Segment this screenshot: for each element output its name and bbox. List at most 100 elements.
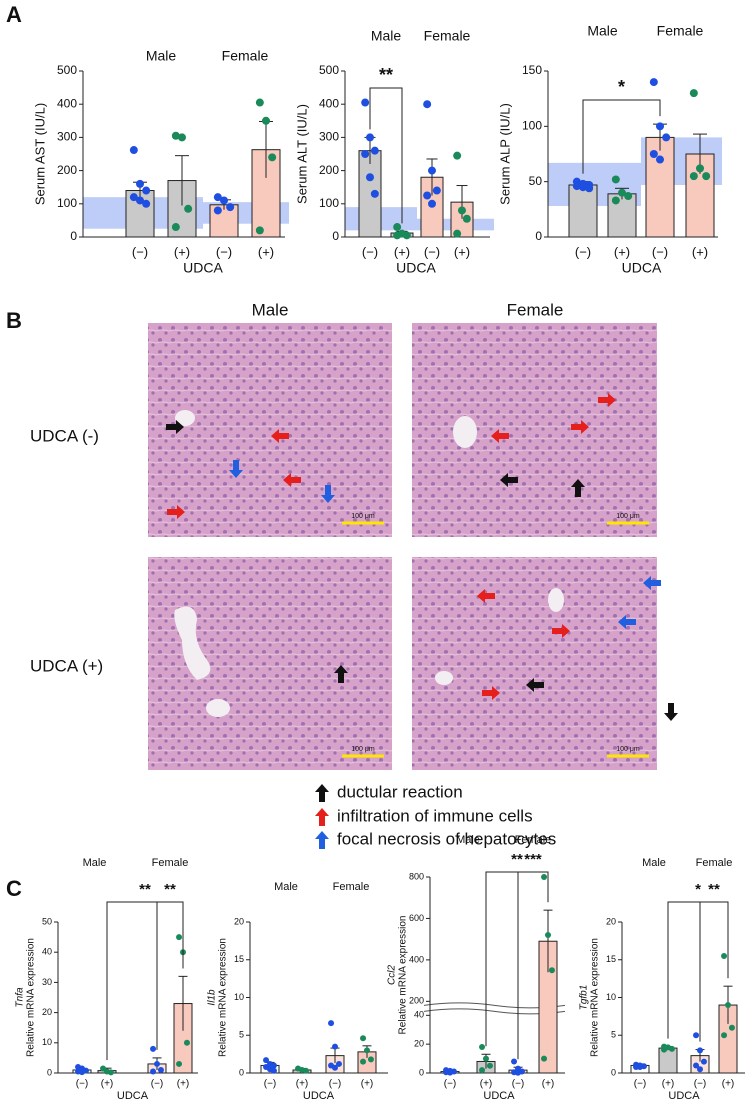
group-label: Male — [587, 23, 618, 39]
data-point — [721, 1032, 728, 1039]
column-label: Male — [252, 300, 289, 319]
y-tick-label: 20 — [606, 916, 616, 926]
data-point — [661, 1046, 668, 1053]
data-point — [263, 1057, 270, 1064]
bar — [209, 204, 239, 238]
significance-bracket — [369, 87, 403, 224]
data-point — [702, 172, 711, 181]
data-point — [270, 1067, 277, 1074]
arrow — [482, 686, 500, 700]
arrow — [618, 615, 636, 629]
data-point — [453, 151, 462, 160]
data-point — [483, 1055, 489, 1062]
scale-bar-label: 100 μm — [616, 513, 640, 520]
data-point — [370, 189, 379, 198]
data-point — [479, 1044, 486, 1051]
data-point — [545, 932, 551, 939]
data-point — [213, 193, 222, 202]
panel-label: B — [6, 308, 22, 333]
y-tick-label: 600 — [409, 913, 424, 923]
data-point — [136, 196, 144, 205]
data-point — [515, 1069, 521, 1076]
bar — [645, 136, 675, 238]
data-point — [184, 204, 193, 213]
data-point — [579, 183, 587, 192]
data-point — [447, 1069, 453, 1076]
group-label: Male — [456, 834, 480, 846]
data-point — [142, 199, 151, 208]
data-point — [700, 1058, 707, 1065]
y-tick-label: 40 — [414, 1010, 424, 1020]
panel-label: A — [6, 2, 22, 27]
data-point — [696, 164, 704, 173]
arrow — [643, 576, 661, 590]
arrow — [571, 420, 589, 434]
data-point — [656, 155, 664, 164]
data-point — [360, 1058, 367, 1065]
group-label: Female — [333, 881, 370, 893]
significance-bracket — [582, 99, 661, 174]
data-point — [423, 100, 432, 109]
legend-label: ductular reaction — [337, 782, 463, 801]
x-axis-label: UDCA — [622, 260, 662, 276]
data-point — [150, 1068, 157, 1075]
y-axis-label: Serum AST (IU/L) — [32, 103, 47, 205]
group-label: Male — [274, 881, 298, 893]
data-point — [728, 1024, 735, 1031]
data-point — [171, 131, 180, 140]
x-tick-label: (+) — [361, 1079, 374, 1090]
x-tick-label: (+) — [101, 1079, 114, 1090]
arrow — [526, 678, 544, 692]
x-tick-label: (+) — [542, 1079, 555, 1090]
y-tick-label: 500 — [319, 63, 339, 77]
data-point — [328, 1020, 335, 1027]
group-label: Female — [424, 28, 471, 44]
arrow — [271, 429, 289, 443]
y-tick-label: 400 — [57, 96, 77, 110]
y-axis-label: Relative mRNA expression — [26, 938, 37, 1057]
data-point — [226, 203, 235, 212]
y-tick-label: 200 — [57, 163, 77, 177]
arrow — [167, 505, 185, 519]
y-tick-label: 0 — [239, 1067, 244, 1077]
data-point — [183, 1039, 190, 1046]
data-point — [367, 1056, 374, 1063]
group-label: Female — [515, 834, 552, 846]
scale-bar-label: 100 μm — [616, 746, 640, 753]
data-point — [157, 1066, 164, 1073]
scale-bar-label: 100 μm — [351, 746, 375, 753]
arrow — [166, 420, 184, 434]
x-axis-label: UDCA — [668, 1090, 700, 1102]
scale-bar-label: 100 μm — [351, 513, 375, 520]
x-tick-label: (−) — [362, 244, 378, 259]
data-point — [268, 153, 277, 162]
data-point — [453, 229, 462, 238]
data-point — [511, 1058, 518, 1065]
significance-label: *** — [524, 851, 542, 868]
arrow — [664, 703, 678, 721]
data-point — [255, 226, 264, 235]
data-point — [335, 1060, 342, 1067]
y-axis-gene: Tgfb1 — [579, 985, 590, 1011]
data-point — [428, 166, 436, 175]
arrow — [571, 479, 585, 497]
data-point — [656, 122, 664, 131]
y-axis-label: Serum ALP (IU/L) — [497, 103, 512, 205]
data-point — [618, 188, 626, 197]
data-point — [79, 1069, 85, 1076]
y-tick-label: 10 — [606, 992, 616, 1002]
bar — [568, 184, 598, 238]
arrow — [552, 624, 570, 638]
bar — [658, 1047, 678, 1074]
y-tick-label: 5 — [611, 1030, 616, 1040]
arrow — [315, 808, 329, 826]
y-tick-label: 50 — [42, 916, 52, 926]
group-label: Male — [83, 857, 107, 869]
significance-label: * — [695, 881, 701, 898]
y-tick-label: 100 — [522, 119, 542, 133]
y-tick-label: 0 — [535, 229, 542, 243]
x-tick-label: (+) — [692, 244, 708, 259]
y-tick-label: 0 — [419, 1067, 424, 1077]
y-tick-label: 20 — [234, 916, 244, 926]
